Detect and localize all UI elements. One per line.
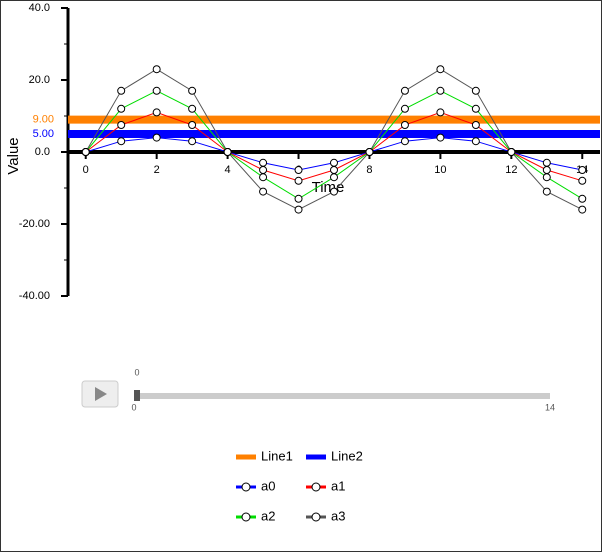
y-tick-label: -20.00 — [19, 218, 50, 230]
legend-label: a0 — [261, 478, 275, 493]
point — [81, 148, 90, 156]
x-tick-label: 2 — [154, 164, 160, 176]
point — [152, 108, 161, 117]
legend-marker — [241, 512, 251, 522]
x-tick-label: 0 — [83, 164, 89, 176]
point — [117, 137, 126, 146]
y-tick-label: 20.0 — [29, 74, 50, 86]
point — [578, 166, 587, 174]
point — [436, 133, 445, 142]
point — [330, 173, 338, 182]
legend-label: Line2 — [331, 448, 363, 463]
point — [400, 86, 409, 95]
point — [365, 148, 374, 156]
point — [578, 194, 587, 203]
legend-label: a2 — [261, 508, 275, 523]
point — [117, 86, 126, 95]
point — [578, 176, 587, 185]
x-tick-label: 10 — [434, 164, 446, 176]
legend-label: a1 — [331, 478, 345, 493]
point — [188, 86, 197, 95]
point — [400, 104, 409, 113]
x-tick-label: 12 — [505, 164, 517, 176]
slider-track[interactable] — [134, 393, 550, 399]
play-icon — [95, 387, 107, 401]
player: 0 0 14 — [81, 367, 555, 412]
point — [330, 187, 338, 196]
point — [578, 205, 587, 214]
point — [471, 137, 480, 146]
point — [259, 173, 268, 182]
point — [117, 121, 126, 129]
point — [294, 176, 303, 185]
point — [471, 104, 480, 113]
point — [188, 121, 197, 129]
point — [471, 121, 480, 129]
point — [330, 158, 338, 167]
point — [117, 104, 126, 113]
point — [223, 148, 232, 156]
point — [471, 86, 480, 95]
reference-label: 5.00 — [33, 128, 54, 140]
legend-marker — [241, 482, 251, 492]
y-axis-label: Value — [5, 137, 22, 174]
point — [188, 137, 197, 146]
point — [400, 121, 409, 129]
slider-min: 0 — [131, 402, 136, 412]
point — [436, 108, 445, 117]
y-tick-label: 0.0 — [35, 146, 50, 158]
point — [436, 65, 445, 74]
slider-value: 0 — [134, 367, 139, 377]
legend-label: Line1 — [261, 448, 293, 463]
reference-label: 9.00 — [33, 114, 54, 126]
point — [400, 137, 409, 146]
point — [152, 133, 161, 142]
legend-marker — [311, 482, 321, 492]
point — [294, 166, 303, 174]
point — [436, 86, 445, 95]
y-tick-label: -40.00 — [19, 290, 50, 302]
point — [259, 158, 268, 167]
legend-marker — [311, 512, 321, 522]
x-tick-label: 8 — [366, 164, 372, 176]
point — [542, 187, 551, 196]
point — [152, 65, 161, 74]
point — [330, 166, 338, 174]
point — [294, 205, 303, 214]
point — [542, 166, 551, 174]
point — [542, 158, 551, 167]
point — [542, 173, 551, 182]
point — [152, 86, 161, 95]
point — [259, 166, 268, 174]
legend-label: a3 — [331, 508, 345, 523]
slider-max: 14 — [545, 402, 555, 412]
point — [259, 187, 268, 196]
point — [294, 194, 303, 203]
y-tick-label: 40.0 — [29, 2, 50, 14]
point — [507, 148, 516, 156]
x-tick-label: 4 — [225, 164, 231, 176]
slider-handle[interactable] — [134, 390, 140, 401]
point — [188, 104, 197, 113]
